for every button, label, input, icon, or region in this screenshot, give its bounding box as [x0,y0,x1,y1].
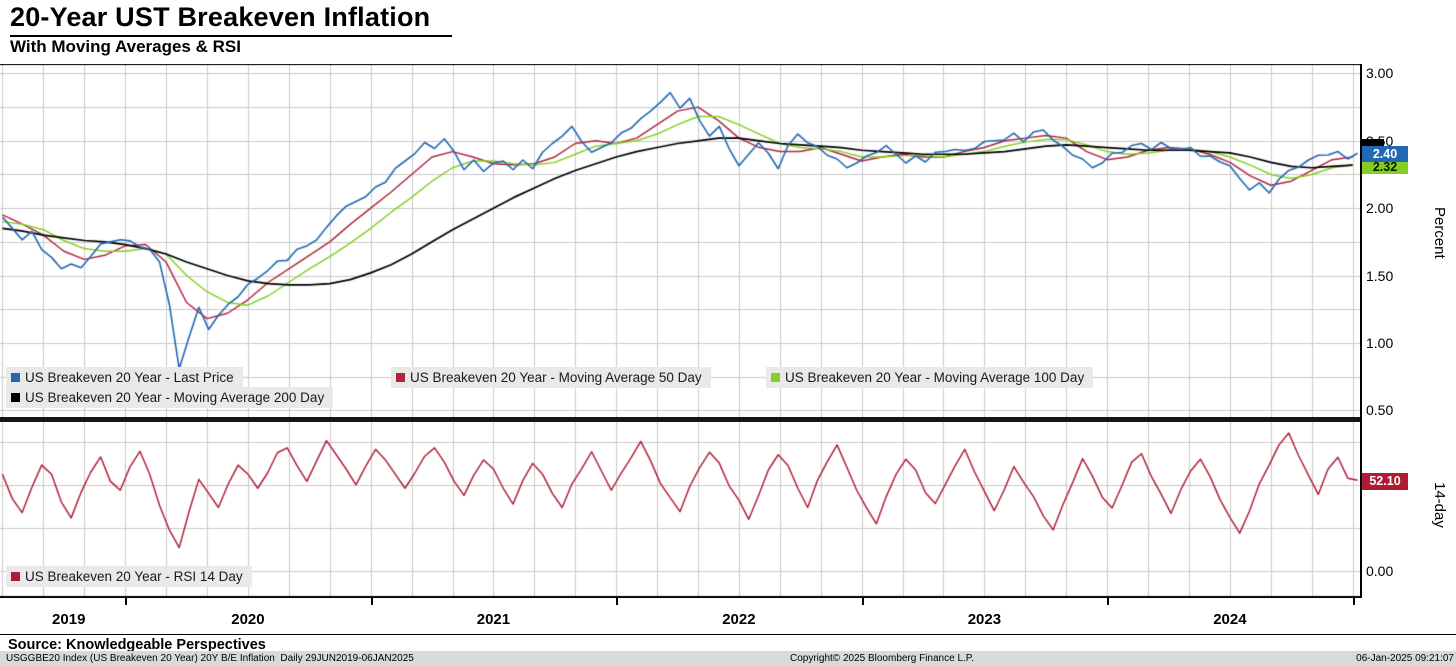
legend-item[interactable]: US Breakeven 20 Year - Moving Average 20… [6,387,334,408]
page-subtitle: With Moving Averages & RSI [10,37,241,56]
x-tick-label-2022: 2022 [722,611,756,628]
legend-swatch-icon [11,572,20,581]
legend-swatch-icon [11,393,20,402]
main-axis-title: Percent [1431,207,1448,259]
security-description: USGGBE20 Index (US Breakeven 20 Year) 20… [6,653,414,664]
y-tick-label: 0.00 [1366,563,1394,580]
x-tick-mark [125,598,127,605]
legend-item[interactable]: US Breakeven 20 Year - Last Price [6,367,243,388]
copyright-notice: Copyright© 2025 Bloomberg Finance L.P. [790,653,974,664]
x-tick-mark [1353,598,1355,605]
last-price-value-badge: 2.40 [1362,146,1408,163]
y-tick-label: 3.00 [1366,65,1394,82]
x-tick-label-2020: 2020 [231,611,265,628]
legend-label: US Breakeven 20 Year - Moving Average 10… [785,370,1085,385]
main-price-chart-plot[interactable] [0,64,1360,417]
x-tick-label-2021: 2021 [476,611,511,628]
panel-separator [0,417,1362,422]
x-tick-mark [862,598,864,605]
rsi-axis-title: 14-day [1431,482,1448,528]
x-tick-label-2019: 2019 [52,611,86,628]
y-tick-label: 1.00 [1366,334,1394,351]
y-tick-label: 2.00 [1366,200,1394,217]
terminal-footer: USGGBE20 Index (US Breakeven 20 Year) 20… [0,651,1456,666]
legend-label: US Breakeven 20 Year - RSI 14 Day [25,569,243,584]
legend-swatch-icon [396,373,405,382]
bottom-divider [0,634,1456,635]
y-tick-label: 1.50 [1366,267,1394,284]
x-tick-label-2024: 2024 [1213,611,1247,628]
legend-item[interactable]: US Breakeven 20 Year - RSI 14 Day [6,566,252,587]
x-tick-mark [371,598,373,605]
legend-item[interactable]: US Breakeven 20 Year - Moving Average 10… [766,367,1094,388]
ma200-value-badge-partial [1360,139,1384,147]
x-tick-mark [1107,598,1109,605]
source-attribution: Source: Knowledgeable Perspectives [8,637,266,653]
x-tick-label-2023: 2023 [967,611,1002,628]
x-tick-mark [616,598,618,605]
page-title: 20-Year UST Breakeven Inflation [10,2,453,37]
right-axis-line [1360,64,1362,598]
rsi-value-badge: 52.10 [1362,472,1408,490]
legend-label: US Breakeven 20 Year - Last Price [25,370,234,385]
legend-item[interactable]: US Breakeven 20 Year - Moving Average 50… [391,367,711,388]
legend-swatch-icon [771,373,780,382]
legend-label: US Breakeven 20 Year - Moving Average 20… [25,390,325,405]
timestamp: 06-Jan-2025 09:21:07 [1356,653,1454,664]
legend-swatch-icon [11,373,20,382]
ma100-value-badge: 2.32 [1362,159,1408,175]
legend-label: US Breakeven 20 Year - Moving Average 50… [410,370,702,385]
y-tick-label: 0.50 [1366,402,1394,419]
